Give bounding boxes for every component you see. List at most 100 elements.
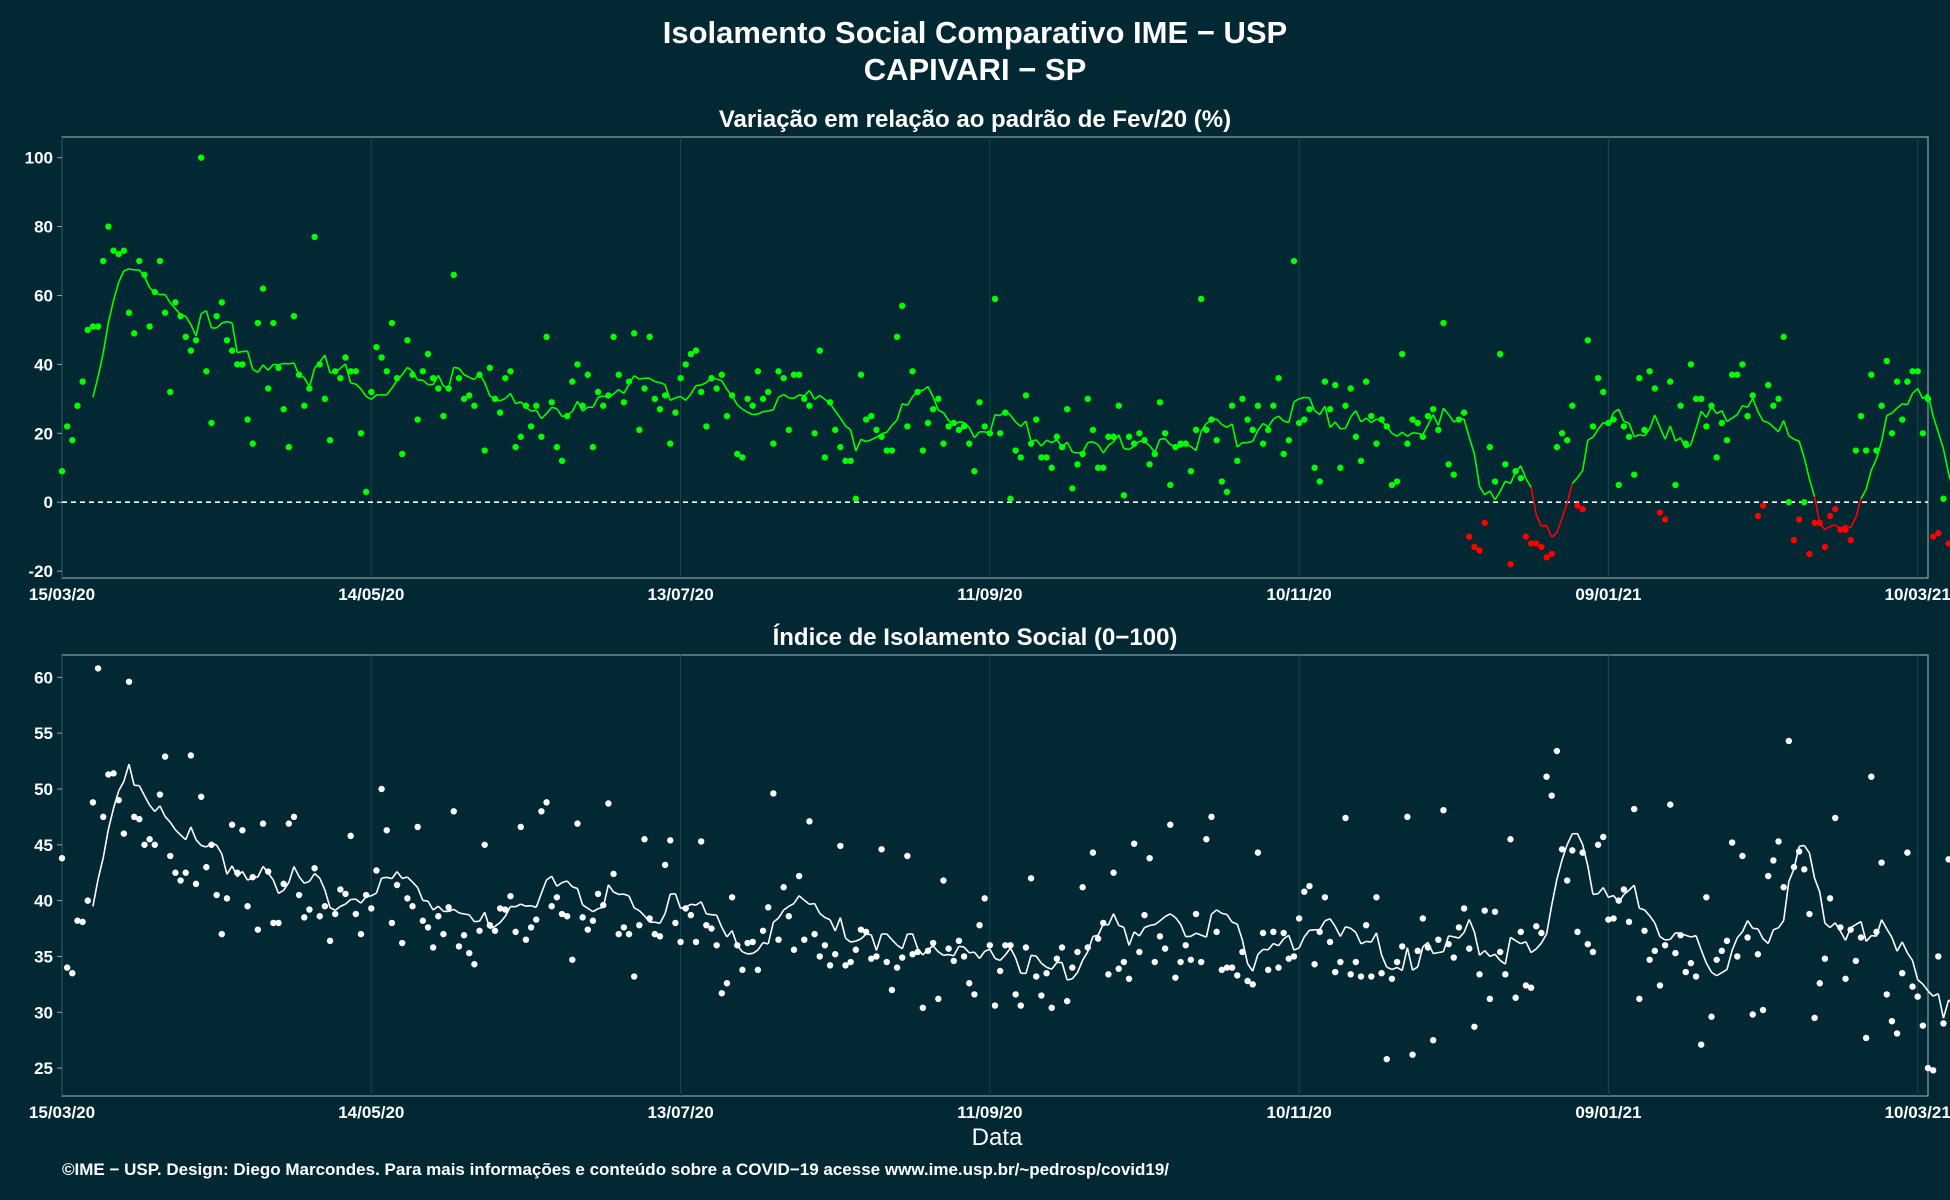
data-point [718,990,726,997]
data-point [208,841,215,848]
trend-line-segment [1891,937,1898,952]
data-point [945,945,952,952]
data-point [1115,965,1122,972]
data-point [785,426,793,434]
trend-line-segment [1190,445,1197,452]
trend-line-segment [515,903,522,908]
data-point [63,964,71,971]
data-point [1837,924,1844,931]
data-point [1507,561,1514,568]
trend-line-segment [633,375,640,380]
trend-line-segment [1386,966,1393,971]
data-point [429,944,437,951]
trend-line-segment [1896,941,1903,952]
trend-line-segment [654,921,661,925]
data-point [486,364,494,372]
trend-line-segment [1319,920,1326,931]
data-point [1842,975,1849,982]
data-point [857,371,865,378]
trend-line-segment [1541,524,1547,528]
trend-line-segment [1757,411,1764,422]
trend-line-segment [107,300,115,323]
trend-line-segment [370,892,377,897]
trend-line-segment [1391,966,1398,971]
trend-line-segment [1416,946,1424,968]
data-point [388,919,396,927]
data-point [1610,416,1617,423]
trend-line-segment [200,310,207,315]
trend-line-segment [453,908,460,914]
data-point [445,385,452,392]
trend-line-segment [92,879,99,907]
trend-line-segment [721,926,728,938]
data-point [847,457,854,465]
data-point [801,936,808,943]
trend-line-segment [1468,436,1476,455]
data-point [496,409,504,416]
data-point [285,820,293,827]
data-point [1347,385,1354,392]
data-point [821,942,829,949]
trend-line-segment [550,875,558,887]
data-point [806,402,813,409]
data-point [1445,461,1452,468]
trend-line-segment [184,826,192,840]
data-point [548,399,555,406]
data-point [795,872,803,880]
data-point [424,924,432,931]
data-point [1110,869,1117,876]
trend-line-segment [128,763,135,786]
data-point [1739,852,1746,860]
data-point [1043,969,1050,977]
trend-line-segment [1731,937,1739,951]
data-point [1713,454,1720,461]
trend-line-segment [1226,914,1233,923]
data-point [1280,450,1287,458]
trend-line-segment [1643,909,1651,917]
trend-line-segment [1133,931,1140,937]
trend-line-segment [360,388,367,397]
data-point [1584,940,1591,948]
trend-line-segment [680,395,687,401]
trend-line-segment [1375,932,1383,956]
trend-line-segment [1525,941,1532,953]
data-point [1476,971,1483,978]
x-tick-label: 10/11/20 [1267,1103,1332,1122]
data-point [883,447,890,454]
trend-line-segment [97,857,105,880]
panel-border [61,654,1929,1097]
trend-line-segment [870,436,877,441]
trend-line-segment [453,366,460,370]
trend-line-segment [1277,938,1285,947]
data-point [1594,374,1602,382]
trend-line-segment [1221,912,1228,916]
trend-line-segment [411,881,419,889]
data-point [641,836,648,843]
trend-line-segment [1499,480,1507,492]
trend-line-segment [1370,932,1378,943]
trend-line-segment [1345,926,1351,929]
trend-line-segment [138,785,146,797]
trend-line-segment [1251,954,1259,972]
data-point [615,371,622,378]
trend-line-segment [154,805,161,813]
trend-line-segment [1731,413,1738,419]
data-point [1656,509,1664,516]
data-point [321,395,329,403]
data-point [914,388,921,396]
data-point [692,938,700,946]
data-point [89,799,97,806]
data-point [141,841,148,848]
trend-line-segment [1025,955,1032,974]
trend-line-segment [1845,524,1852,529]
data-point [84,897,91,904]
data-point [69,436,76,444]
data-point [1228,964,1236,971]
data-point [1852,447,1860,454]
data-point [569,956,576,963]
data-point [125,309,133,316]
trend-line-segment [942,412,950,421]
data-point [1924,395,1932,403]
data-point [672,919,679,927]
data-point [1094,464,1102,471]
